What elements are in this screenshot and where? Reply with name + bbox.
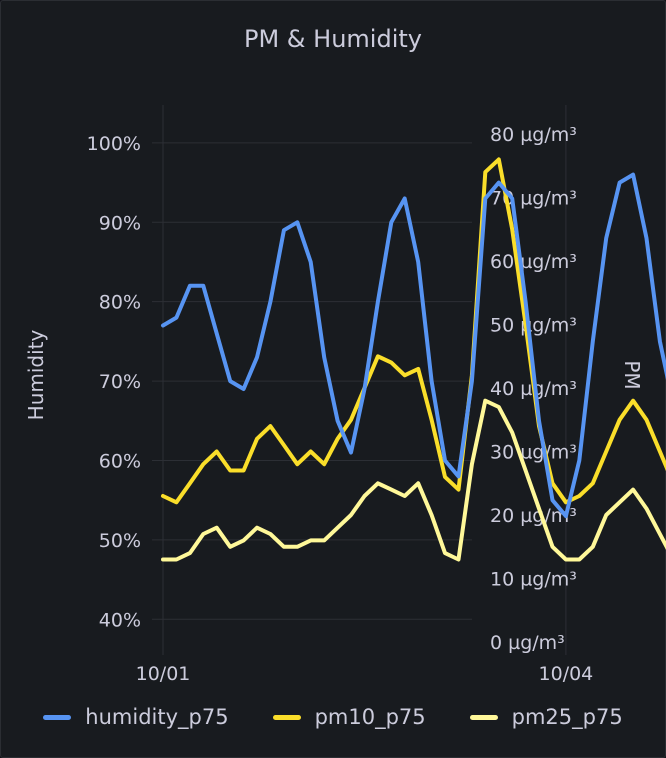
left-tick-label: 60% (99, 450, 141, 472)
left-tick-label: 50% (99, 530, 141, 552)
right-tick-label: 20 µg/m³ (490, 505, 577, 527)
left-axis-ticks: 40% 50% 60% 70% 80% 90% 100% (87, 133, 141, 631)
right-tick-label: 60 µg/m³ (490, 251, 577, 273)
legend-label-humidity: humidity_p75 (85, 705, 229, 729)
left-tick-label: 40% (99, 609, 141, 631)
legend: humidity_p75 pm10_p75 pm25_p75 (0, 702, 666, 732)
legend-label-pm25: pm25_p75 (511, 705, 623, 729)
series-line-pm25-p75 (161, 398, 666, 562)
left-axis-title: Humidity (24, 329, 48, 420)
series-line-humidity-p75 (161, 172, 666, 519)
left-tick-label: 70% (99, 371, 141, 393)
left-tick-label: 90% (99, 212, 141, 234)
right-tick-label: 30 µg/m³ (490, 442, 577, 464)
legend-swatch-pm25 (469, 714, 498, 720)
right-tick-label: 10 µg/m³ (490, 569, 577, 591)
legend-item-pm10[interactable]: pm10_p75 (272, 705, 426, 729)
legend-swatch-pm10 (272, 714, 301, 720)
right-tick-label: 80 µg/m³ (490, 124, 577, 146)
legend-item-pm25[interactable]: pm25_p75 (469, 705, 623, 729)
legend-label-pm10: pm10_p75 (314, 705, 426, 729)
x-tick-label: 10/04 (539, 663, 594, 685)
panel-title: PM & Humidity (244, 25, 422, 53)
legend-item-humidity[interactable]: humidity_p75 (43, 705, 229, 729)
series-line-pm10-p75 (161, 157, 666, 505)
right-tick-label: 0 µg/m³ (490, 632, 565, 654)
right-axis-title: PM (620, 360, 644, 389)
legend-swatch-humidity (43, 714, 72, 720)
right-tick-label: 50 µg/m³ (490, 315, 577, 337)
series-lines (161, 157, 666, 562)
left-tick-label: 100% (87, 133, 141, 155)
left-tick-label: 80% (99, 292, 141, 314)
grid-lines (152, 105, 567, 655)
x-tick-label: 10/01 (136, 663, 191, 685)
